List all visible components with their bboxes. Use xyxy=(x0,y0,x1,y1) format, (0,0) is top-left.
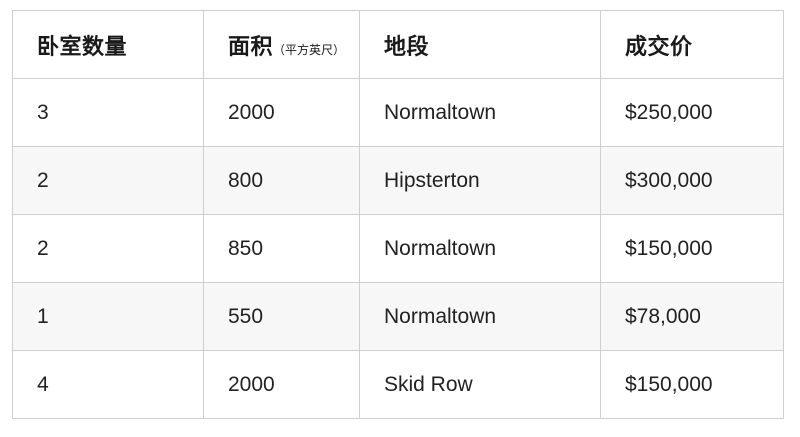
column-header-bedrooms-label: 卧室数量 xyxy=(37,33,128,59)
cell-bedrooms: 4 xyxy=(12,350,204,419)
table-header: 卧室数量 面积（平方英尺） 地段 成交价 xyxy=(12,10,784,79)
table-row: 3 2000 Normaltown $250,000 xyxy=(12,78,784,147)
cell-location: Normaltown xyxy=(359,78,601,147)
cell-location: Skid Row xyxy=(359,350,601,419)
housing-data-table: 卧室数量 面积（平方英尺） 地段 成交价 3 2000 Normaltown $… xyxy=(12,10,784,419)
cell-price: $300,000 xyxy=(600,146,784,215)
cell-bedrooms: 2 xyxy=(12,214,204,283)
table-header-row: 卧室数量 面积（平方英尺） 地段 成交价 xyxy=(12,10,784,79)
table-body: 3 2000 Normaltown $250,000 2 800 Hipster… xyxy=(12,78,784,419)
housing-table-container: 卧室数量 面积（平方英尺） 地段 成交价 3 2000 Normaltown $… xyxy=(12,10,784,419)
cell-price: $150,000 xyxy=(600,214,784,283)
cell-bedrooms: 3 xyxy=(12,78,204,147)
cell-bedrooms: 1 xyxy=(12,282,204,351)
table-row: 4 2000 Skid Row $150,000 xyxy=(12,350,784,419)
column-header-location: 地段 xyxy=(359,10,601,79)
column-header-price: 成交价 xyxy=(600,10,784,79)
column-header-area-sublabel: （平方英尺） xyxy=(273,42,346,57)
cell-area: 850 xyxy=(203,214,360,283)
table-row: 1 550 Normaltown $78,000 xyxy=(12,282,784,351)
cell-location: Hipsterton xyxy=(359,146,601,215)
cell-bedrooms: 2 xyxy=(12,146,204,215)
column-header-location-label: 地段 xyxy=(384,33,430,59)
cell-location: Normaltown xyxy=(359,214,601,283)
table-row: 2 800 Hipsterton $300,000 xyxy=(12,146,784,215)
cell-area: 800 xyxy=(203,146,360,215)
column-header-area: 面积（平方英尺） xyxy=(203,10,360,79)
cell-area: 2000 xyxy=(203,78,360,147)
column-header-price-label: 成交价 xyxy=(625,33,693,59)
cell-price: $250,000 xyxy=(600,78,784,147)
cell-price: $150,000 xyxy=(600,350,784,419)
cell-location: Normaltown xyxy=(359,282,601,351)
column-header-bedrooms: 卧室数量 xyxy=(12,10,204,79)
column-header-area-label: 面积 xyxy=(228,33,274,59)
table-row: 2 850 Normaltown $150,000 xyxy=(12,214,784,283)
cell-area: 550 xyxy=(203,282,360,351)
cell-area: 2000 xyxy=(203,350,360,419)
cell-price: $78,000 xyxy=(600,282,784,351)
